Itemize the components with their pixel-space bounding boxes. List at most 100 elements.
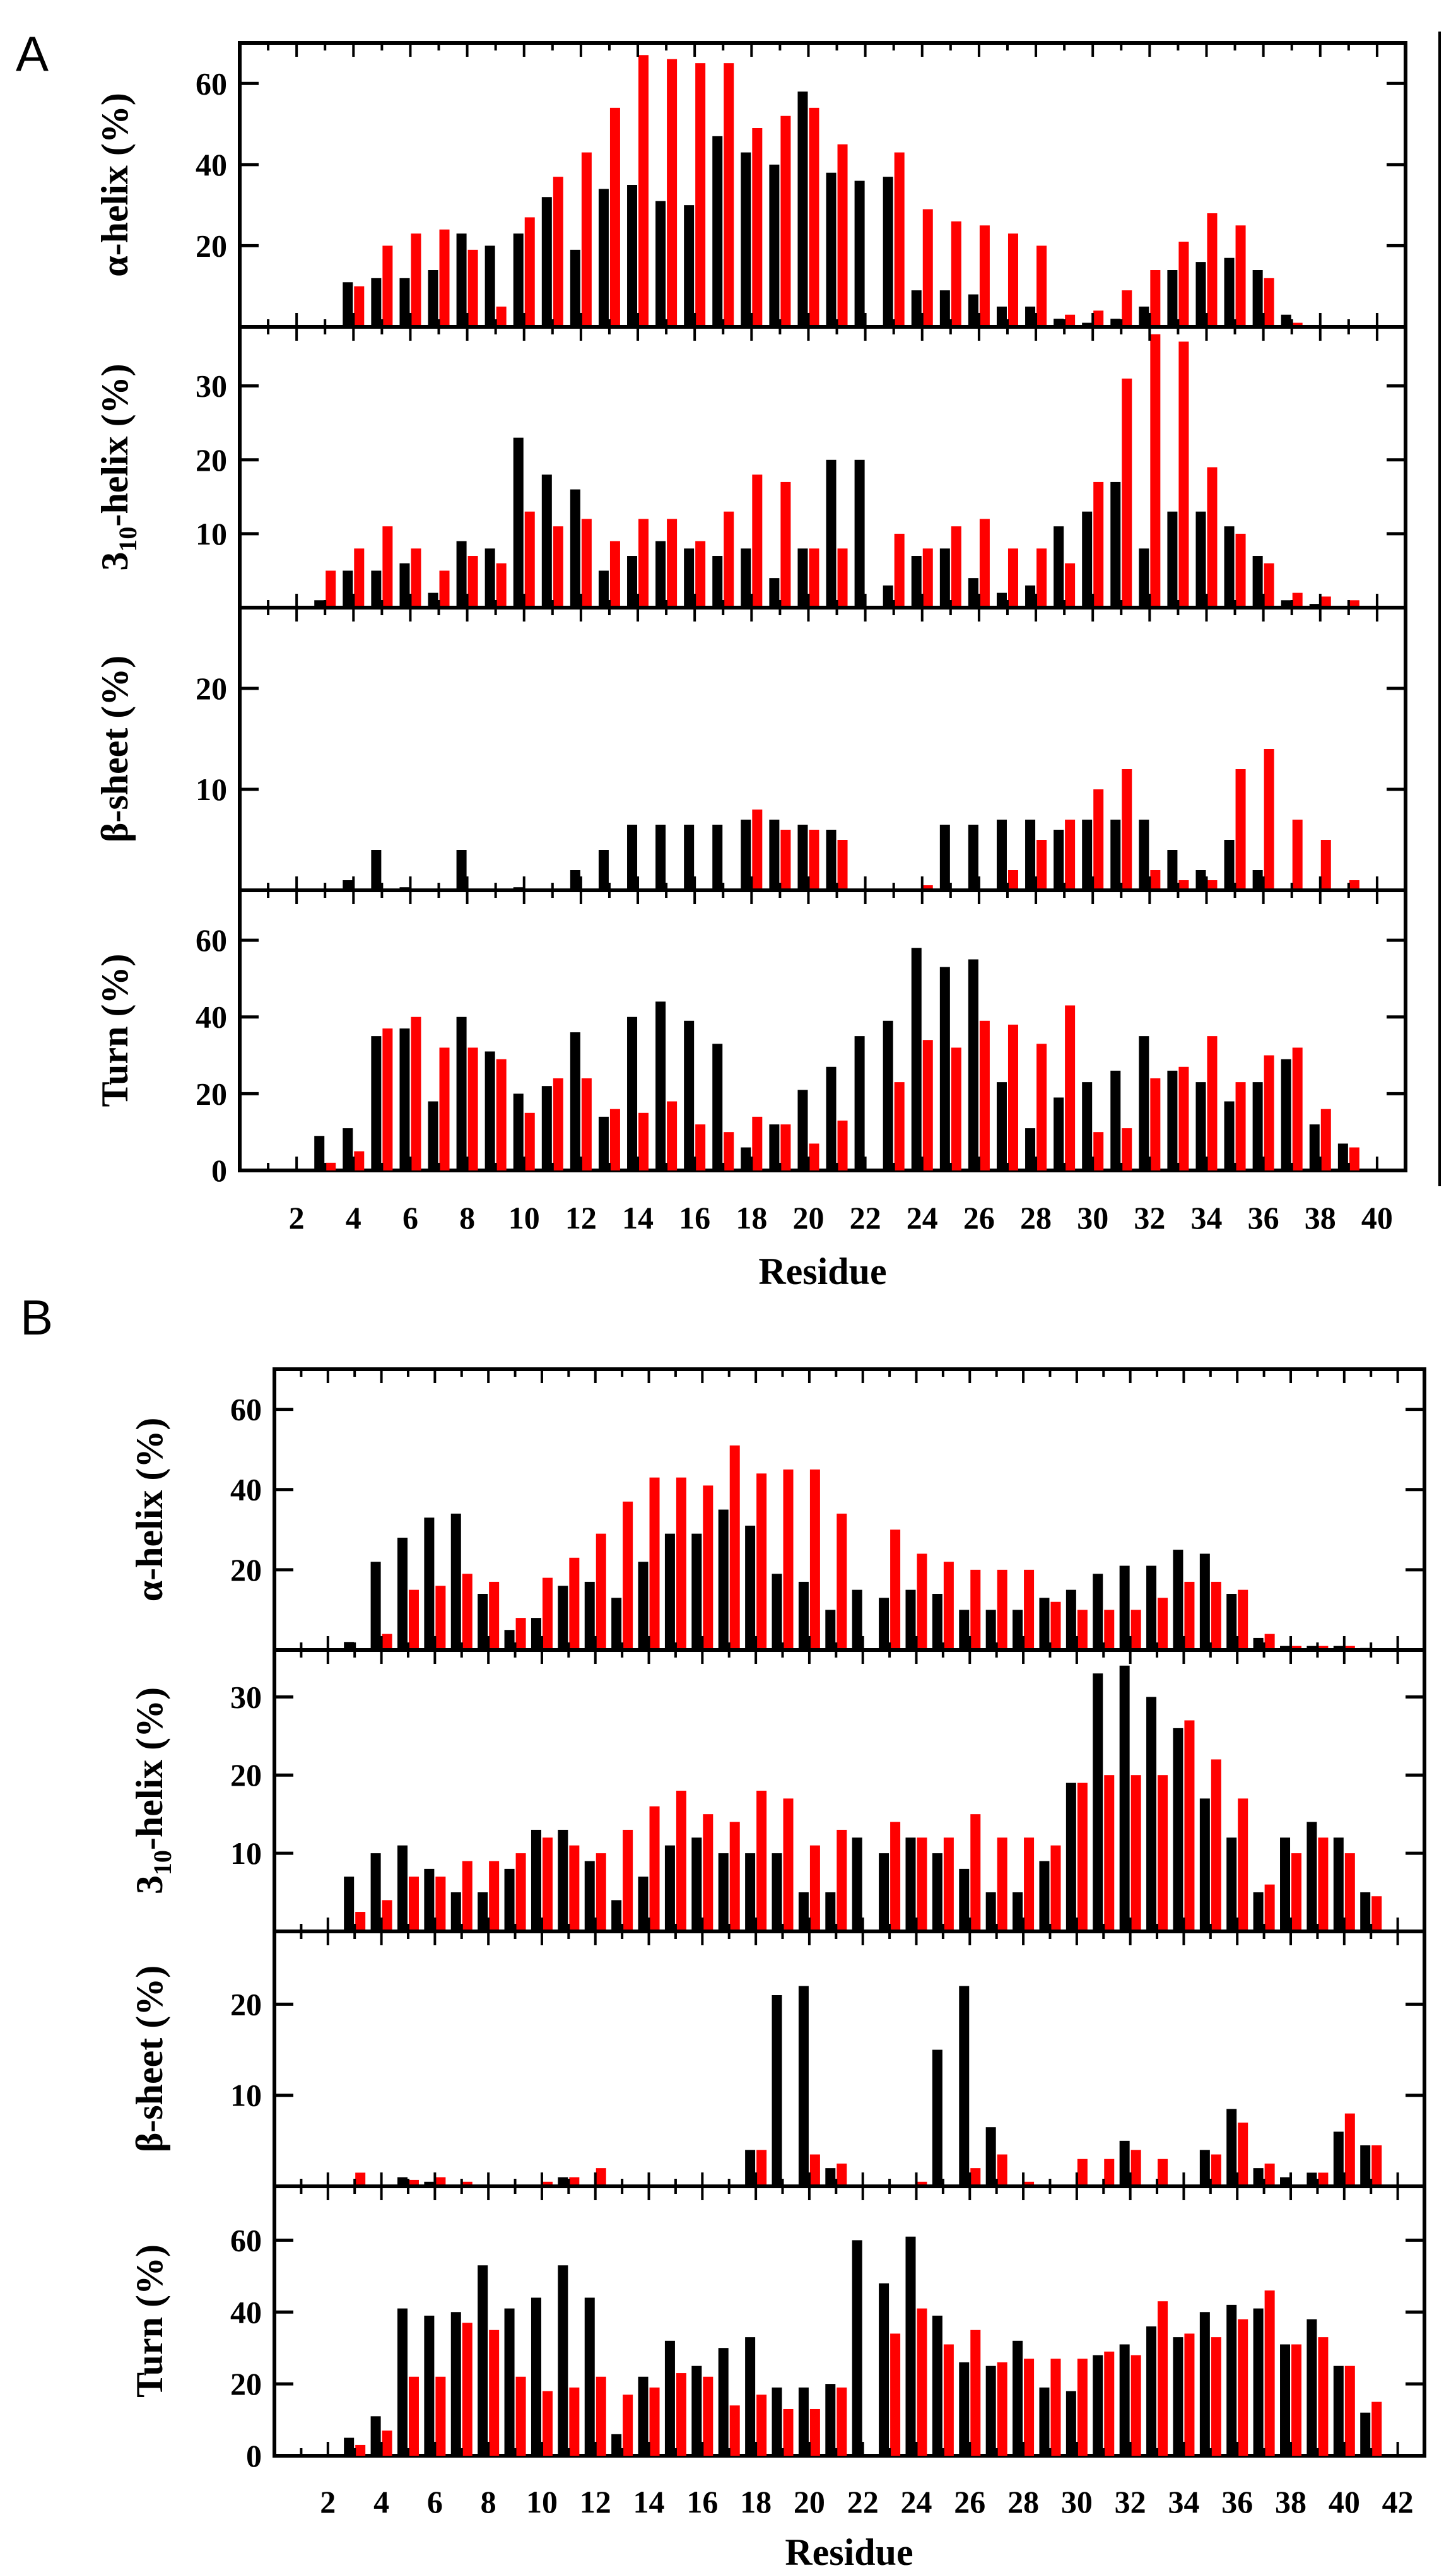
bar-red-res-34 bbox=[1184, 1581, 1195, 1650]
bar-red-res-24 bbox=[922, 1040, 933, 1170]
bar-red-res-3 bbox=[355, 2444, 366, 2456]
bar-red-res-41 bbox=[1371, 1896, 1382, 1931]
bar-black-res-35 bbox=[1224, 840, 1235, 890]
bar-black-res-13 bbox=[598, 189, 609, 327]
plot-frame bbox=[238, 888, 1407, 1172]
bar-black-res-30 bbox=[1082, 511, 1093, 608]
bar-red-res-18 bbox=[752, 810, 763, 890]
bar-black-res-40 bbox=[1333, 2366, 1344, 2456]
bar-red-res-19 bbox=[780, 115, 791, 327]
bar-red-res-19 bbox=[780, 1124, 791, 1170]
y-axis-title: 310-helix (%) bbox=[94, 363, 142, 570]
bar-red-res-27 bbox=[997, 2362, 1007, 2456]
bar-black-res-27 bbox=[996, 306, 1007, 327]
x-tick-label: 2 bbox=[320, 2484, 336, 2519]
x-tick-label: 26 bbox=[954, 2484, 985, 2519]
bar-black-res-21 bbox=[825, 1610, 836, 1650]
bar-black-res-26 bbox=[959, 1610, 970, 1650]
bar-black-res-32 bbox=[1139, 306, 1149, 327]
bar-red-res-31 bbox=[1122, 1128, 1132, 1170]
bar-red-res-28 bbox=[1036, 1044, 1047, 1170]
x-tick-label: 14 bbox=[633, 2484, 665, 2519]
bar-black-res-20 bbox=[798, 1581, 809, 1650]
bar-black-res-5 bbox=[397, 1845, 408, 1931]
bar-black-res-24 bbox=[905, 1589, 916, 1650]
x-tick-label: 8 bbox=[459, 1200, 475, 1235]
bar-black-res-12 bbox=[584, 1581, 595, 1650]
bar-red-res-37 bbox=[1292, 322, 1303, 327]
bar-black-res-37 bbox=[1253, 1892, 1264, 1931]
bar-red-res-18 bbox=[752, 1116, 763, 1170]
bar-black-res-18 bbox=[741, 152, 751, 327]
bar-red-res-12 bbox=[581, 1078, 592, 1170]
bar-black-res-28 bbox=[1013, 1892, 1023, 1931]
x-tick-label: 18 bbox=[736, 1200, 767, 1235]
bar-red-res-5 bbox=[408, 1877, 419, 1931]
bar-black-res-19 bbox=[772, 2387, 782, 2456]
bar-black-res-25 bbox=[939, 825, 950, 890]
bar-red-res-24 bbox=[922, 209, 933, 327]
bar-red-res-28 bbox=[1036, 840, 1047, 890]
bar-black-res-10 bbox=[513, 1093, 524, 1170]
x-tick-label: 40 bbox=[1361, 1200, 1393, 1235]
bar-red-res-36 bbox=[1238, 1798, 1248, 1931]
bar-black-res-35 bbox=[1199, 2312, 1210, 2456]
bar-red-res-20 bbox=[809, 1845, 820, 1931]
bar-red-res-20 bbox=[809, 2154, 820, 2186]
bar-red-res-6 bbox=[411, 233, 421, 327]
bar-red-res-31 bbox=[1104, 2159, 1115, 2186]
bar-red-res-5 bbox=[408, 2179, 419, 2186]
bar-red-res-37 bbox=[1264, 1634, 1275, 1650]
bar-red-res-31 bbox=[1104, 1775, 1115, 1931]
y-axis-title-subscript: 10 bbox=[148, 1850, 177, 1875]
bar-black-res-15 bbox=[655, 1001, 666, 1170]
bar-black-res-37 bbox=[1253, 2308, 1264, 2456]
y-tick-label: 40 bbox=[196, 999, 227, 1035]
bar-red-res-27 bbox=[997, 1569, 1007, 1650]
bar-red-res-28 bbox=[1036, 245, 1047, 327]
bar-red-res-37 bbox=[1264, 2163, 1275, 2186]
y-tick-label: 60 bbox=[230, 1392, 262, 1427]
bar-black-res-13 bbox=[598, 1116, 609, 1170]
bar-red-res-4 bbox=[354, 548, 365, 608]
y-tick-label: 20 bbox=[196, 1076, 227, 1111]
bar-black-res-11 bbox=[558, 2177, 568, 2186]
bar-black-res-27 bbox=[985, 1610, 996, 1650]
bar-black-res-37 bbox=[1253, 1637, 1264, 1650]
bar-black-res-13 bbox=[611, 2434, 622, 2456]
bar-red-res-6 bbox=[435, 2376, 446, 2456]
bar-red-res-3 bbox=[355, 2172, 366, 2186]
bar-black-res-39 bbox=[1306, 2172, 1317, 2186]
y-axis-title: Turn (%) bbox=[94, 954, 136, 1107]
bar-black-res-8 bbox=[456, 850, 467, 890]
bar-black-res-19 bbox=[772, 1853, 782, 1931]
y-tick-label: 10 bbox=[230, 2078, 262, 2113]
bar-black-res-34 bbox=[1195, 511, 1206, 608]
bar-black-res-36 bbox=[1226, 2109, 1237, 2186]
bar-red-res-37 bbox=[1292, 592, 1303, 608]
bar-red-res-3 bbox=[326, 570, 336, 608]
bar-red-res-28 bbox=[1024, 2181, 1035, 2186]
bar-red-res-4 bbox=[382, 2431, 392, 2456]
bar-black-res-26 bbox=[968, 578, 978, 608]
bar-red-res-31 bbox=[1104, 2351, 1115, 2456]
bar-black-res-11 bbox=[558, 2265, 568, 2456]
bar-black-res-23 bbox=[879, 1853, 889, 1931]
y-tick-label: 0 bbox=[211, 1153, 227, 1188]
x-tick-label: 36 bbox=[1221, 2484, 1253, 2519]
bar-black-res-29 bbox=[1054, 319, 1064, 327]
bar-red-res-9 bbox=[496, 306, 507, 327]
bar-black-res-41 bbox=[1360, 2145, 1371, 2186]
bar-red-res-33 bbox=[1158, 2159, 1168, 2186]
bar-red-res-20 bbox=[809, 830, 819, 890]
bar-black-res-28 bbox=[1013, 1610, 1023, 1650]
bar-red-res-35 bbox=[1235, 769, 1246, 890]
bar-red-res-41 bbox=[1371, 2401, 1382, 2456]
bar-red-res-16 bbox=[695, 63, 706, 327]
y-tick-label: 10 bbox=[196, 772, 227, 807]
bar-red-res-25 bbox=[943, 1562, 954, 1650]
bar-red-res-11 bbox=[569, 1557, 580, 1650]
bar-red-res-6 bbox=[435, 1586, 446, 1650]
panel-b-subplot-1: 20 40 60 α-helix (%) bbox=[129, 1367, 1426, 1652]
bar-black-res-25 bbox=[932, 2049, 942, 2186]
